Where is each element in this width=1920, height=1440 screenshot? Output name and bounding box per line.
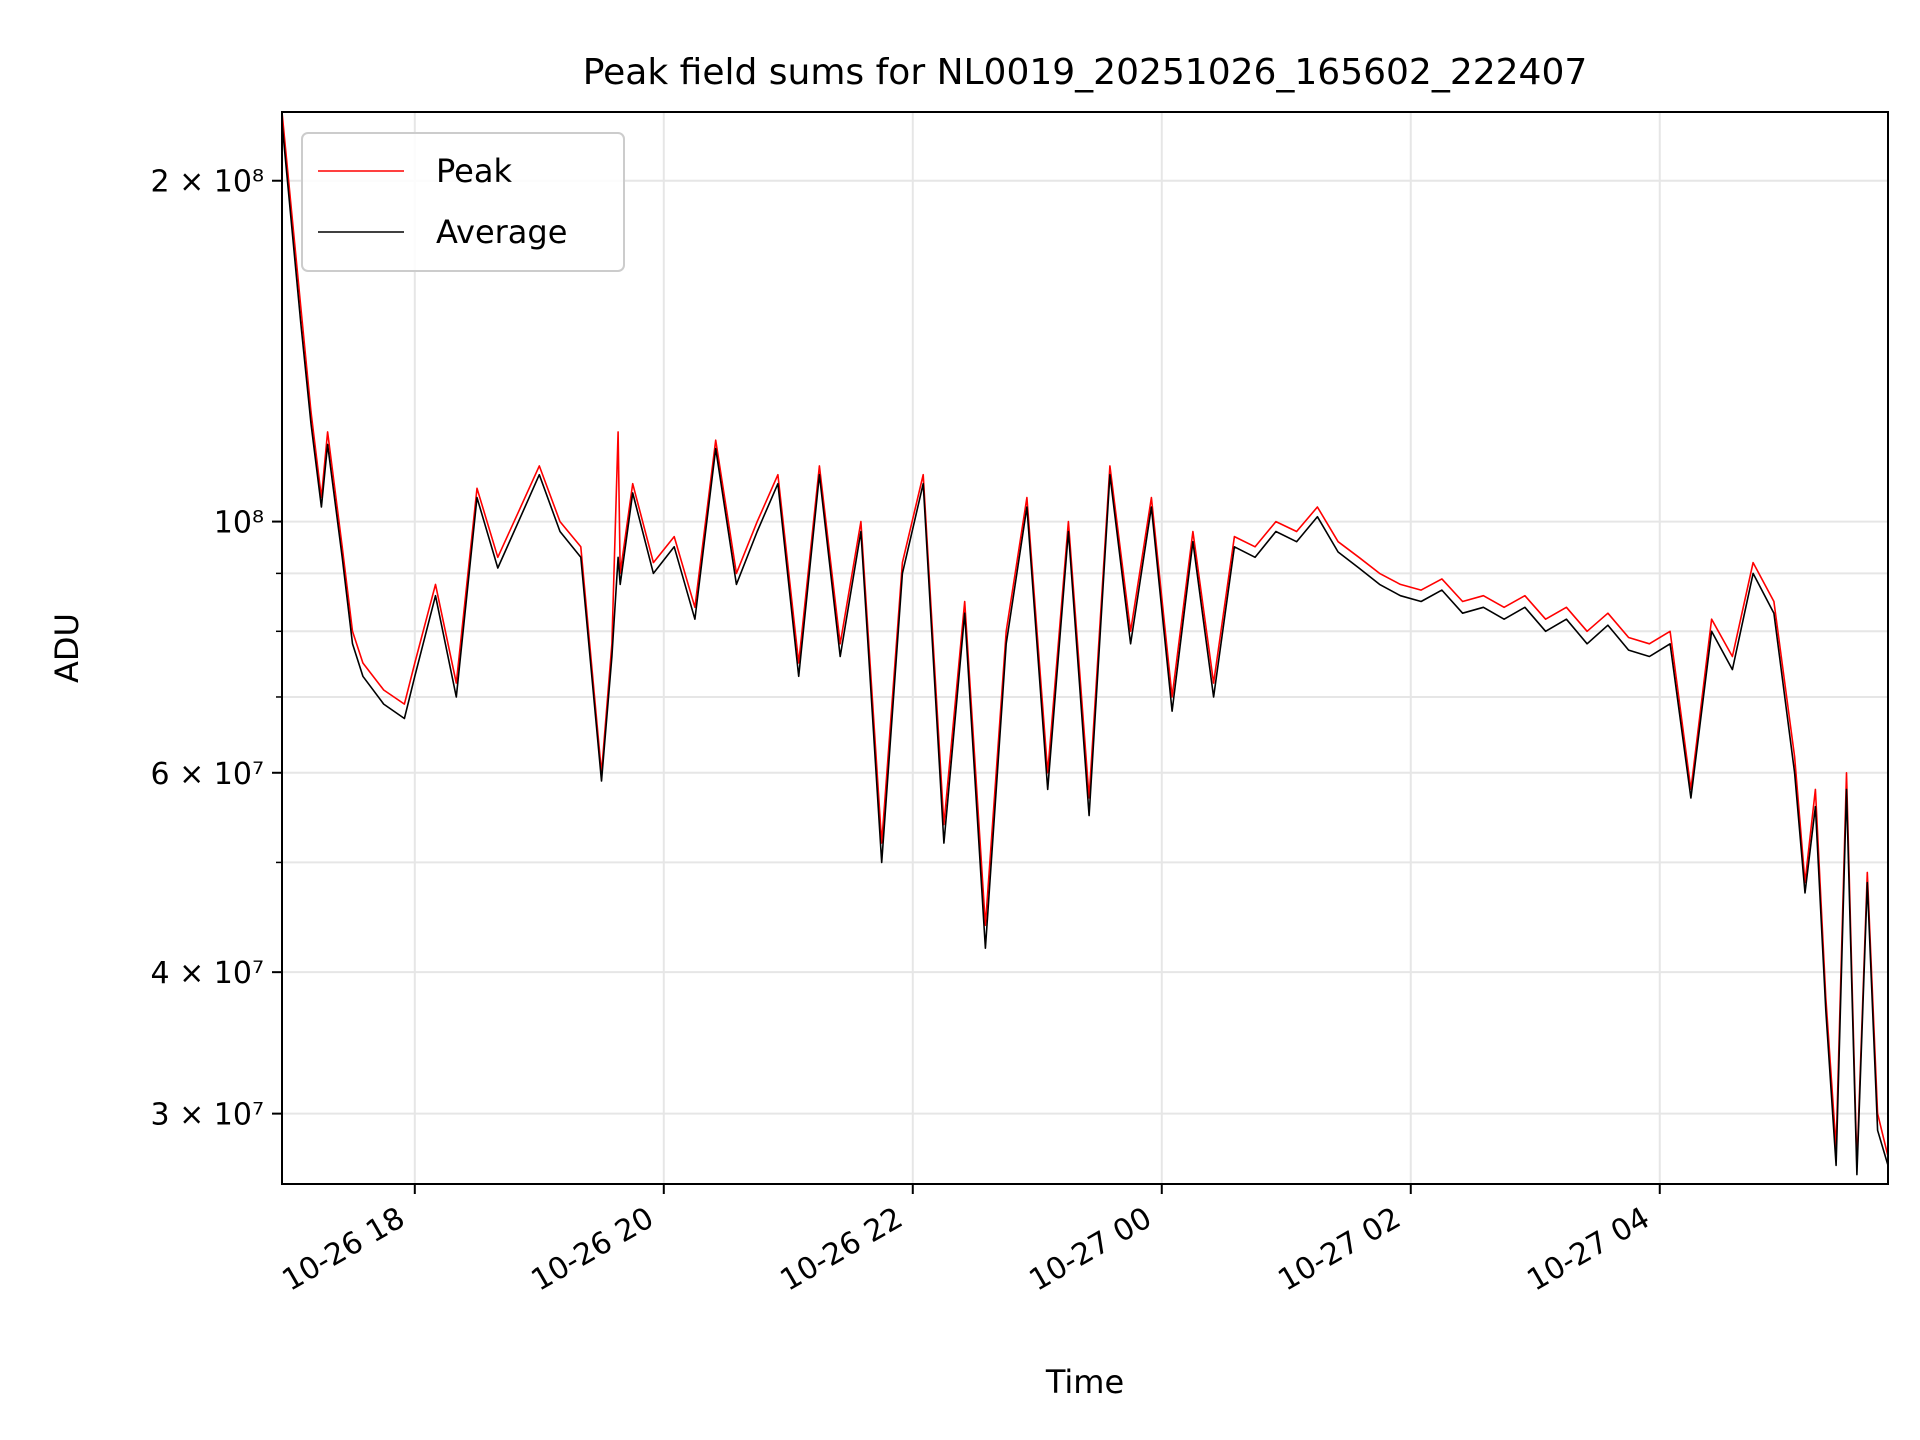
series-line-average bbox=[282, 122, 1888, 1176]
y-tick-label: 2 × 10⁸ bbox=[151, 165, 265, 200]
y-tick-label: 3 × 10⁷ bbox=[151, 1098, 265, 1133]
legend-box bbox=[301, 132, 625, 272]
chart-title: Peak field sums for NL0019_20251026_1656… bbox=[583, 52, 1588, 93]
plot-frame bbox=[281, 111, 1889, 1185]
y-axis: 2 × 10⁸ 10⁸ 6 × 10⁷ 4 × 10⁷ 3 × 10⁷ bbox=[151, 165, 282, 1133]
x-axis-label: Time bbox=[1045, 1363, 1124, 1401]
series-line-peak bbox=[282, 112, 1888, 1167]
y-tick-label: 4 × 10⁷ bbox=[151, 956, 265, 991]
legend-label-average: Average bbox=[436, 213, 567, 251]
plot-series bbox=[282, 112, 1888, 1176]
y-axis-label: ADU bbox=[48, 613, 86, 683]
y-tick-label: 10⁸ bbox=[214, 506, 264, 541]
legend-label-peak: Peak bbox=[436, 152, 512, 190]
y-tick-label: 6 × 10⁷ bbox=[151, 757, 265, 792]
grid bbox=[282, 112, 1888, 1184]
legend: Peak Average bbox=[301, 132, 625, 272]
